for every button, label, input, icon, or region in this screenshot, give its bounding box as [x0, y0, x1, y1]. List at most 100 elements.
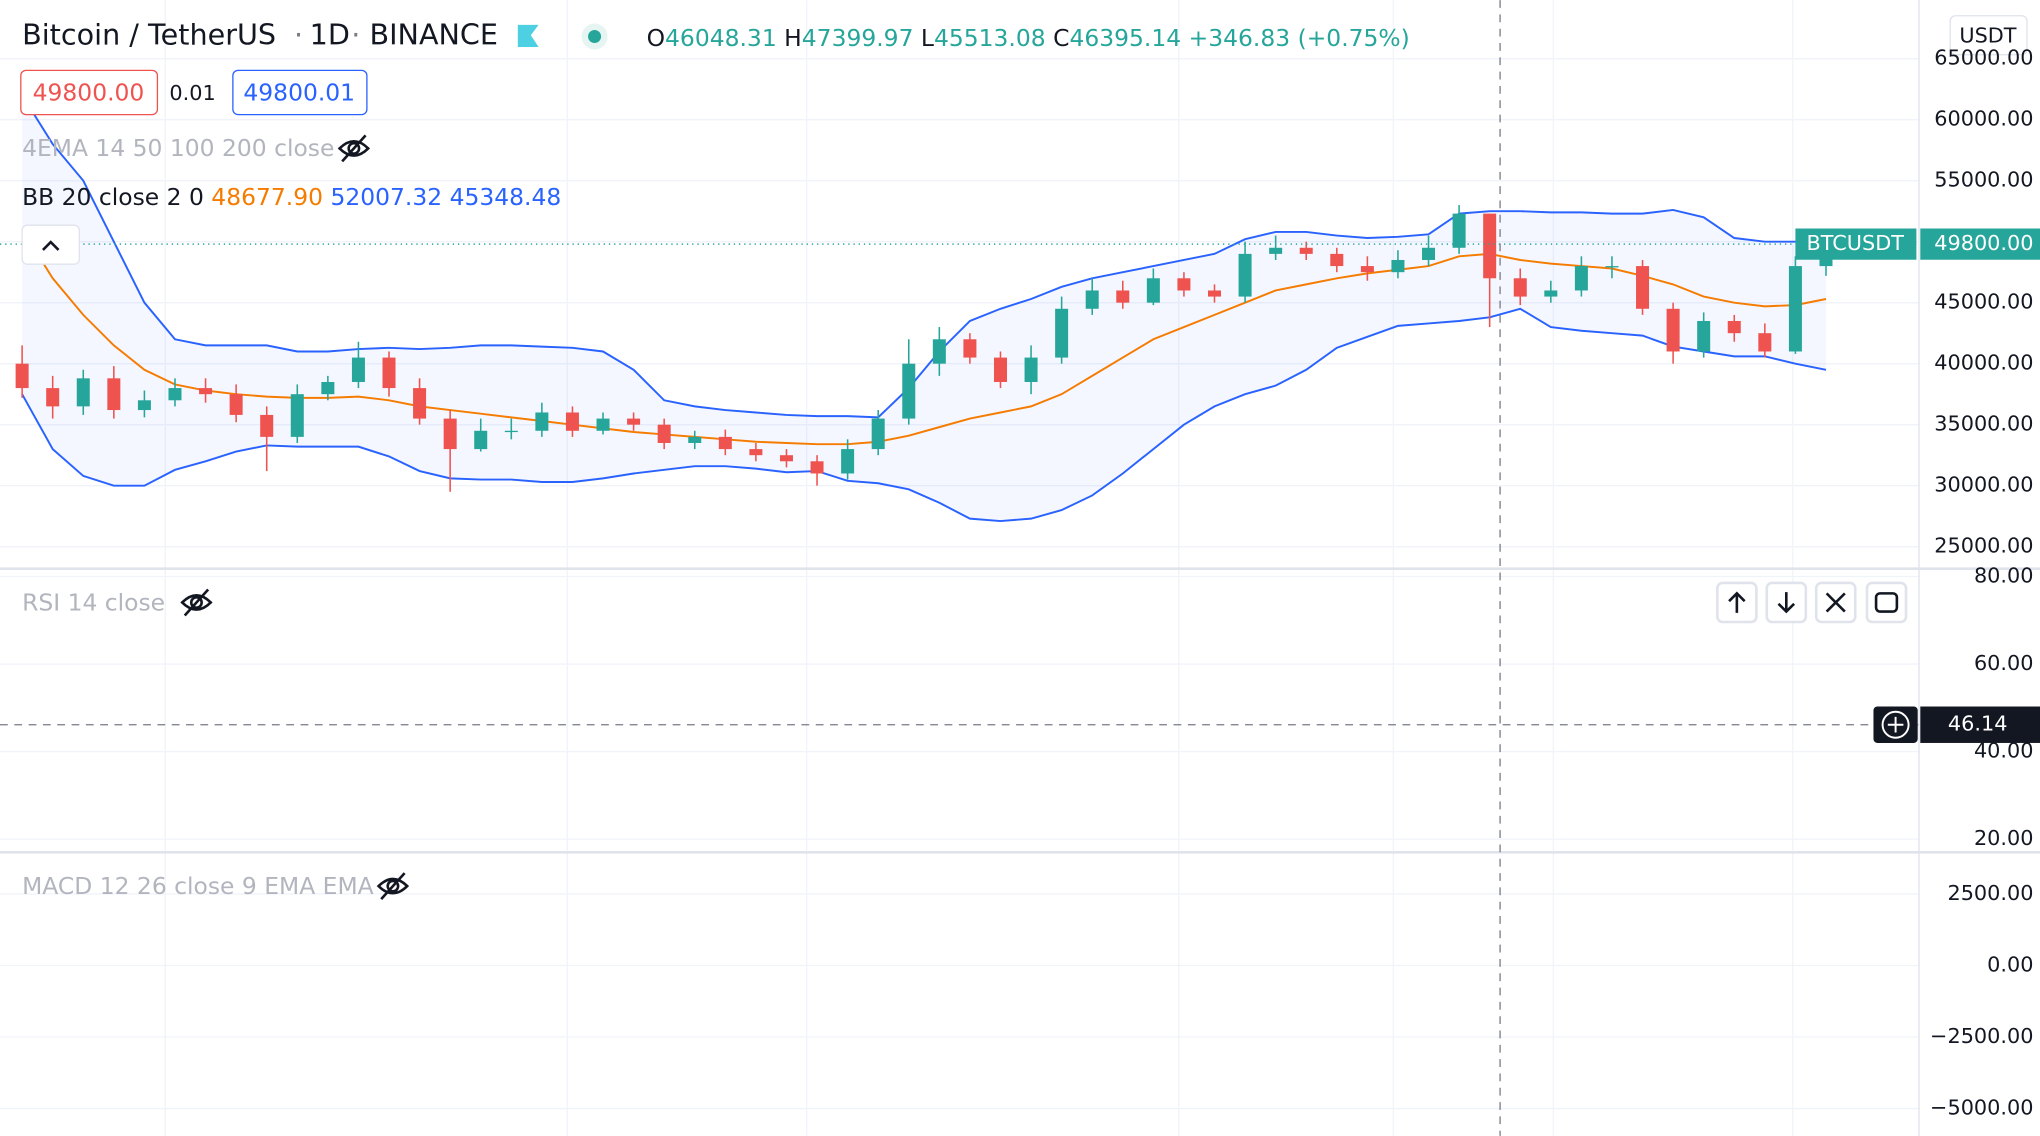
candle-body — [1544, 290, 1558, 297]
bollinger-line — [21, 94, 1827, 419]
maximize-icon[interactable] — [1874, 592, 1899, 613]
band-fill — [22, 95, 1826, 522]
hide-icon[interactable] — [180, 588, 213, 617]
separator: · — [294, 18, 303, 52]
ohlc-key: O — [647, 24, 665, 52]
candle-body — [688, 436, 702, 443]
crosshair-tag — [1920, 706, 2040, 743]
buy-price[interactable]: 49800.01 — [243, 78, 355, 106]
candle-body — [76, 378, 90, 407]
candle-body — [749, 449, 763, 456]
ema-legend[interactable]: 4EMA 14 50 100 200 close — [22, 134, 334, 162]
flag-icon[interactable] — [517, 24, 539, 47]
y-tick-label: 45000.00 — [1934, 290, 2033, 314]
buy-button[interactable] — [232, 69, 368, 116]
candle-body — [1483, 213, 1497, 279]
candle-body — [1177, 278, 1191, 291]
candle-body — [993, 357, 1007, 382]
ohlc-key: C — [1053, 24, 1069, 52]
y-tick-label: 65000.00 — [1934, 46, 2033, 70]
candle-body — [474, 430, 488, 450]
bollinger-line — [21, 307, 1827, 523]
y-tick-label: 0.00 — [1987, 952, 2033, 976]
y-tick-label: 20.00 — [1974, 826, 2034, 850]
candle-body — [902, 363, 916, 419]
ohlc-key: H — [784, 24, 802, 52]
collapse-icon[interactable] — [42, 240, 60, 251]
currency-button[interactable] — [1949, 15, 2028, 56]
candle-body — [1085, 290, 1099, 309]
candle-body — [1146, 278, 1160, 303]
y-tick-label: 30000.00 — [1934, 473, 2033, 497]
candle-body — [963, 339, 977, 358]
hide-icon[interactable] — [376, 872, 410, 900]
candle-body — [290, 394, 304, 437]
symbol[interactable]: Bitcoin / TetherUS — [22, 18, 276, 52]
candle-body — [1055, 308, 1069, 358]
candle-body — [229, 394, 243, 415]
crosshair-add-icon — [1881, 710, 1910, 739]
ohlc-key: L — [921, 24, 934, 52]
candle-body — [1697, 320, 1711, 352]
bb-basis: 48677.90 — [211, 182, 323, 210]
y-tick-label: 55000.00 — [1934, 168, 2033, 192]
up-icon[interactable] — [1728, 591, 1746, 613]
candle-body — [1269, 247, 1283, 254]
bb-upper: 52007.32 — [330, 182, 442, 210]
candle-body — [168, 388, 182, 401]
maximize-button[interactable] — [1865, 581, 1908, 624]
candle-body — [1330, 253, 1344, 267]
candle-body — [15, 363, 29, 389]
ohlc: O46048.31 H47399.97 L45513.08 C46395.14 … — [647, 24, 1410, 52]
bb-label: BB 20 close 2 0 — [22, 182, 204, 210]
status-dot — [588, 30, 602, 44]
exchange: BINANCE — [369, 18, 497, 52]
bollinger-line — [21, 228, 1827, 446]
currency[interactable]: USDT — [1959, 24, 2016, 48]
candle-body — [932, 339, 946, 364]
y-tick-label: 2500.00 — [1947, 881, 2033, 905]
rsi-legend[interactable]: RSI 14 close — [22, 588, 165, 616]
candle-body — [351, 357, 365, 382]
candle-body — [443, 418, 457, 450]
candle-body — [1238, 253, 1252, 297]
candle-body — [718, 436, 732, 450]
crosshair-tag-label: 46.14 — [1948, 712, 2008, 736]
sell-price[interactable]: 49800.00 — [33, 78, 145, 106]
candle-body — [1605, 266, 1619, 268]
candle-body — [1024, 357, 1038, 382]
candle-body — [107, 378, 121, 411]
y-tick-label: 25000.00 — [1934, 534, 2033, 558]
candle-body — [1666, 308, 1680, 352]
symbol-tag — [1795, 228, 1917, 260]
hide-icon[interactable] — [337, 134, 371, 163]
candle-body — [810, 461, 824, 474]
bb-legend[interactable]: BB 20 close 2 0 48677.90 52007.32 45348.… — [22, 182, 561, 210]
candle-body — [1513, 278, 1527, 297]
candle-body — [779, 455, 793, 462]
candle-body — [565, 412, 579, 431]
candle-body — [1116, 290, 1130, 303]
candle-body — [46, 388, 60, 407]
interval[interactable]: 1D — [310, 18, 350, 52]
ohlc-value: 46395.14 — [1069, 24, 1181, 52]
close-icon[interactable] — [1825, 592, 1846, 613]
change: +346.83 — [1189, 24, 1291, 52]
down-icon[interactable] — [1777, 592, 1796, 614]
candle-body — [535, 412, 549, 431]
candle-body — [504, 430, 518, 433]
collapse-button[interactable] — [21, 224, 81, 265]
y-tick-label: −5000.00 — [1930, 1096, 2033, 1120]
candle-body — [1636, 266, 1650, 309]
macd-legend[interactable]: MACD 12 26 close 9 EMA EMA — [22, 872, 374, 900]
y-tick-label: 60.00 — [1974, 651, 2034, 675]
sell-button[interactable] — [20, 69, 159, 116]
candle-body — [657, 424, 671, 443]
y-tick-label: 60000.00 — [1934, 107, 2033, 131]
candle-body — [321, 381, 335, 395]
price-tag-label: 49800.00 — [1934, 231, 2033, 255]
ohlc-value: 45513.08 — [934, 24, 1046, 52]
candle-body — [596, 418, 610, 431]
